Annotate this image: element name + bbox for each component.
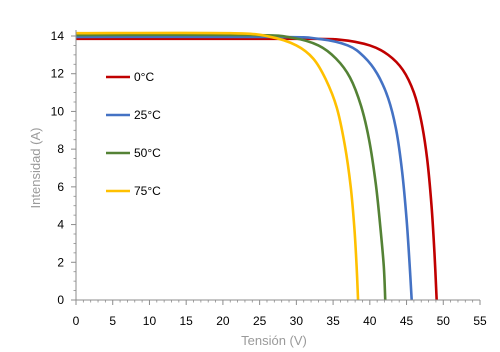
- y-tick-label: 14: [51, 29, 65, 43]
- y-tick-label: 10: [51, 104, 65, 118]
- y-tick-label: 12: [51, 67, 65, 81]
- x-tick-label: 55: [473, 314, 487, 328]
- x-tick-label: 15: [180, 314, 194, 328]
- ticks: 0 5 10 15 20 25 30 35 40 45 50 55 0 2 4 6 8 10 12 14: [51, 29, 487, 328]
- x-tick-label: 40: [363, 314, 377, 328]
- x-tick-label: 35: [326, 314, 340, 328]
- x-axis-title: Tensión (V): [241, 333, 307, 348]
- x-tick-label: 20: [216, 314, 230, 328]
- y-tick-label: 8: [57, 142, 64, 156]
- series-line-3: [75, 31, 360, 301]
- x-tick-label: 50: [437, 314, 451, 328]
- y-tick-label: 4: [57, 218, 64, 232]
- legend-label: 75°C: [134, 184, 161, 198]
- x-tick-label: 0: [73, 314, 80, 328]
- legend-label: 25°C: [134, 108, 161, 122]
- series-line-2: [75, 33, 387, 301]
- axes: [75, 30, 480, 301]
- x-tick-label: 5: [109, 314, 116, 328]
- y-tick-label: 2: [57, 255, 64, 269]
- y-tick-label: 6: [57, 180, 64, 194]
- x-tick-label: 30: [290, 314, 304, 328]
- x-tick-label: 25: [253, 314, 267, 328]
- legend-label: 50°C: [134, 146, 161, 160]
- x-tick-label: 45: [400, 314, 414, 328]
- legend-label: 0°C: [134, 70, 154, 84]
- y-axis-title: Intensidad (A): [28, 128, 43, 209]
- x-tick-label: 10: [143, 314, 157, 328]
- legend: 0°C 25°C 50°C 75°C: [106, 70, 161, 198]
- plot-lines: [75, 31, 438, 301]
- y-tick-label: 0: [57, 293, 64, 307]
